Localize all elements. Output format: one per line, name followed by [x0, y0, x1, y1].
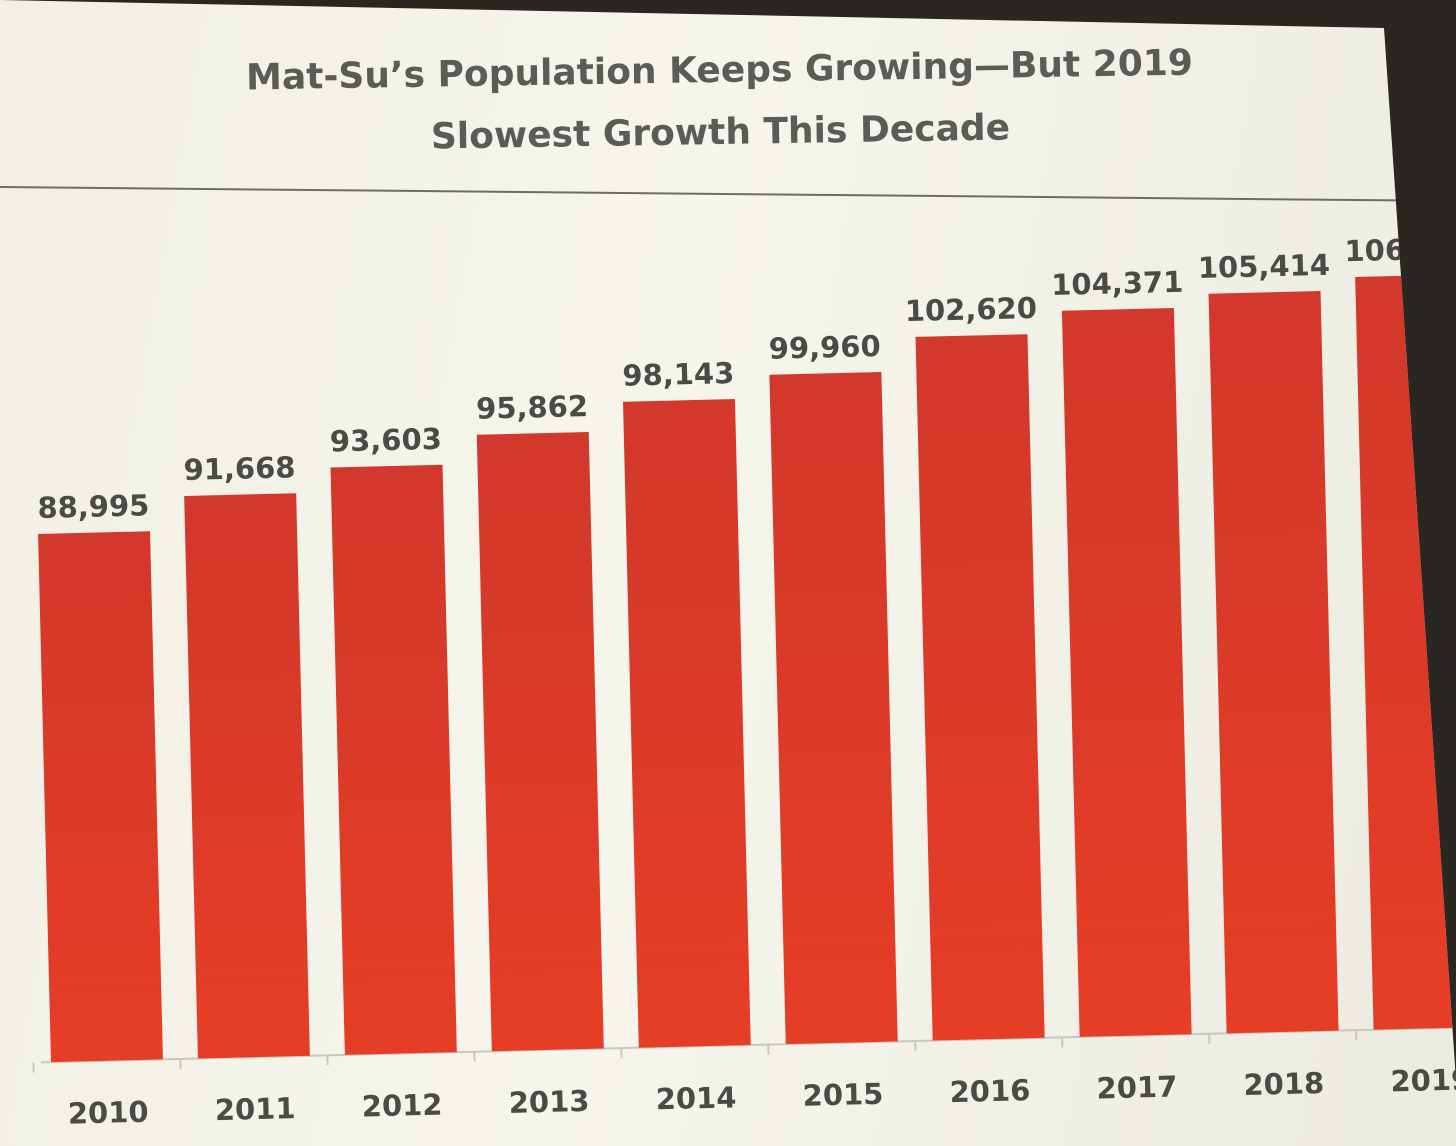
x-tick-label-2010: 2010	[67, 1095, 149, 1131]
bar-2017	[1061, 308, 1192, 1037]
bar-2010	[38, 531, 163, 1063]
bar-value-label-2018: 105,414	[1197, 248, 1330, 285]
bar-value-label-2016: 102,620	[904, 291, 1037, 328]
bar-value-label-2011: 91,668	[183, 450, 296, 487]
bar-2013	[476, 432, 604, 1052]
bar-value-label-2014: 98,143	[622, 356, 735, 393]
bar-2018	[1208, 291, 1339, 1034]
x-tick-label-2019: 2019	[1390, 1062, 1456, 1098]
bar-value-label-2013: 95,862	[476, 389, 589, 426]
x-tick-label-2014: 2014	[655, 1080, 737, 1116]
x-tick-label-2017: 2017	[1096, 1070, 1178, 1106]
bar-value-label-2010: 88,995	[37, 488, 150, 525]
x-tick-label-2015: 2015	[802, 1077, 884, 1113]
bar-2016	[915, 334, 1045, 1041]
x-tick-label-2012: 2012	[361, 1088, 443, 1124]
x-tick-label-2018: 2018	[1243, 1066, 1325, 1102]
bar-2015	[769, 372, 898, 1045]
x-tick-label-2013: 2013	[508, 1084, 590, 1120]
bar-2011	[184, 493, 310, 1059]
x-tick-label-2011: 2011	[214, 1091, 296, 1127]
bar-value-label-2012: 93,603	[330, 422, 443, 459]
bar-value-label-2019: 106,438	[1344, 231, 1456, 268]
bar-2019	[1355, 274, 1456, 1030]
x-tick-label-2016: 2016	[949, 1073, 1031, 1109]
bar-2014	[623, 399, 751, 1048]
bar-2012	[330, 464, 457, 1055]
plot-area: 88,995 2010 91,668 2011 93,603 2012 95,862 2013…	[32, 231, 1456, 1131]
bar-value-label-2017: 104,371	[1051, 265, 1184, 302]
bar-value-label-2015: 99,960	[768, 329, 881, 366]
